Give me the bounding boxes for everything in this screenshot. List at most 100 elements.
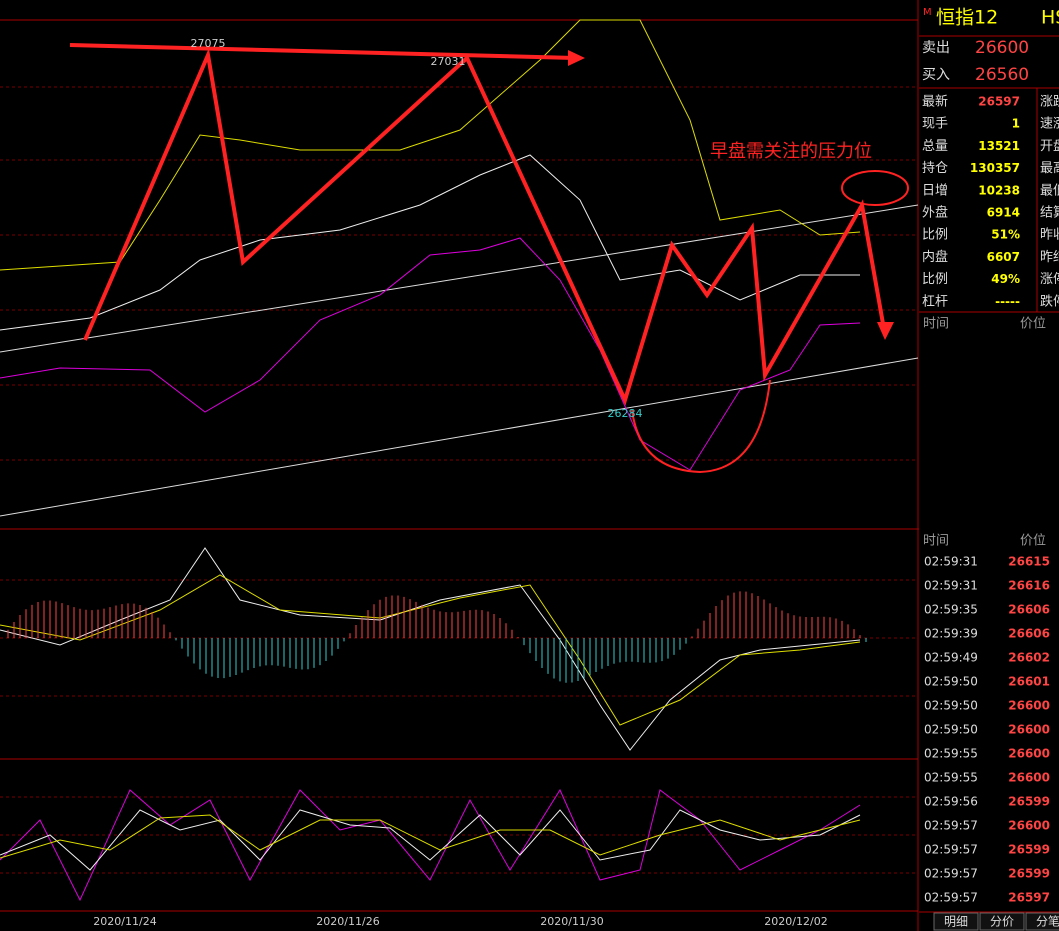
code: HS xyxy=(1041,7,1059,29)
date-axis: 2020/11/24 2020/11/26 2020/11/30 2020/12/02 xyxy=(93,915,827,928)
channel-line xyxy=(0,357,919,517)
stat-label: 日增 xyxy=(922,183,948,198)
stat-right: 最低 xyxy=(1040,183,1059,198)
stat-value: 6607 xyxy=(987,250,1020,264)
trade-price: 26599 xyxy=(1008,843,1050,857)
trade-time: 02:59:50 xyxy=(924,699,978,713)
stat-value: 26597 xyxy=(978,95,1020,109)
stat-value: 13521 xyxy=(978,139,1020,153)
trade-time: 02:59:31 xyxy=(924,555,978,569)
boll-upper xyxy=(0,19,861,271)
kdj-d xyxy=(0,814,861,859)
trade-price: 26600 xyxy=(1008,699,1050,713)
stat-label: 杠杆 xyxy=(922,293,948,309)
arrow xyxy=(69,43,576,60)
arrow-heads xyxy=(568,50,894,340)
trade-time: 02:59:55 xyxy=(924,747,978,761)
trade-price: 26600 xyxy=(1008,723,1050,737)
low-label: 26284 xyxy=(608,407,643,420)
tab[interactable] xyxy=(933,912,979,931)
tab-label: 分价 xyxy=(990,915,1014,929)
date-label: 2020/12/02 xyxy=(764,915,827,928)
trade-time: 02:59:39 xyxy=(924,627,978,641)
stat-right: 结算 xyxy=(1040,206,1059,221)
trade-time: 02:59:57 xyxy=(924,819,978,833)
tab-label: 明细 xyxy=(944,915,968,929)
list-header: 时间 xyxy=(923,534,949,549)
annotation-note: 早盘需关注的压力位 xyxy=(710,141,872,162)
stat-right: 涨跌 xyxy=(1040,94,1059,110)
boll-lower xyxy=(0,237,861,471)
stat-label: 现手 xyxy=(922,117,948,132)
tab-label: 分笔 xyxy=(1036,914,1059,929)
stat-right: 跌停 xyxy=(1040,293,1059,309)
arrow xyxy=(83,47,887,406)
dashed-grid xyxy=(0,86,918,874)
stat-value: ----- xyxy=(995,294,1020,308)
stat-right: 昨收 xyxy=(1040,228,1059,243)
stat-right: 最高 xyxy=(1040,160,1059,176)
stat-label: 内盘 xyxy=(922,249,948,265)
trade-time: 02:59:57 xyxy=(924,891,978,905)
list-header: 价位 xyxy=(1020,534,1046,549)
quote-value: 26600 xyxy=(975,38,1029,58)
trade-price: 26602 xyxy=(1008,651,1050,665)
macd-bars xyxy=(7,591,867,683)
stat-label: 外盘 xyxy=(922,205,948,221)
stat-label: 总量 xyxy=(922,139,948,154)
stat-value: 130357 xyxy=(970,161,1020,175)
trade-price: 26606 xyxy=(1008,603,1050,617)
list-header: 时间 xyxy=(923,317,949,332)
stat-right: 涨停 xyxy=(1040,271,1059,287)
trade-time: 02:59:31 xyxy=(924,579,978,593)
channel-line xyxy=(0,204,919,353)
circle xyxy=(841,170,909,206)
stat-value: 1 xyxy=(1012,117,1020,131)
trade-time: 02:59:35 xyxy=(924,603,978,617)
quote-label: 买入 xyxy=(922,67,950,83)
trade-price: 26600 xyxy=(1008,819,1050,833)
tab[interactable] xyxy=(1025,912,1059,931)
trade-time: 02:59:56 xyxy=(924,795,978,809)
trade-price: 26606 xyxy=(1008,627,1050,641)
boll-mid xyxy=(0,154,860,331)
marker: M xyxy=(923,7,932,18)
macd-dif xyxy=(0,547,861,751)
high-label: 27075 xyxy=(191,37,226,50)
macd-dea xyxy=(0,574,861,726)
trade-time: 02:59:50 xyxy=(924,723,978,737)
right-panel: M 恒指12 HS 卖出 26600 买入 26560 最新 26597 涨跌现手 1 速涨总量… xyxy=(919,0,1059,931)
trade-price: 26615 xyxy=(1008,555,1050,569)
stat-label: 比例 xyxy=(922,272,948,287)
stat-value: 6914 xyxy=(987,206,1020,220)
stat-label: 比例 xyxy=(922,228,948,243)
stat-value: 51% xyxy=(991,228,1020,242)
high-label: 27031 xyxy=(431,55,466,68)
tab[interactable] xyxy=(979,912,1025,931)
quote-value: 26560 xyxy=(975,65,1029,85)
trade-time: 02:59:57 xyxy=(924,867,978,881)
stat-label: 持仓 xyxy=(922,161,948,176)
list-header: 价位 xyxy=(1020,317,1046,332)
quote-label: 卖出 xyxy=(922,40,950,56)
symbol: 恒指12 xyxy=(936,7,998,29)
stat-value: 10238 xyxy=(978,183,1020,197)
trade-price: 26616 xyxy=(1008,579,1050,593)
date-label: 2020/11/24 xyxy=(93,915,156,928)
stat-right: 昨结 xyxy=(1040,250,1059,265)
drawn-arrows xyxy=(69,43,909,474)
trade-price: 26597 xyxy=(1008,891,1050,905)
curve xyxy=(631,379,771,474)
trade-price: 26600 xyxy=(1008,747,1050,761)
trade-price: 26599 xyxy=(1008,795,1050,809)
kdj-j xyxy=(0,788,861,902)
stat-right: 速涨 xyxy=(1040,117,1059,132)
trade-time: 02:59:55 xyxy=(924,771,978,785)
trade-price: 26599 xyxy=(1008,867,1050,881)
stat-label: 最新 xyxy=(922,94,948,110)
annotations: 27075 27031 26284 早盘需关注的压力位 xyxy=(191,37,873,420)
trade-price: 26601 xyxy=(1008,675,1050,689)
